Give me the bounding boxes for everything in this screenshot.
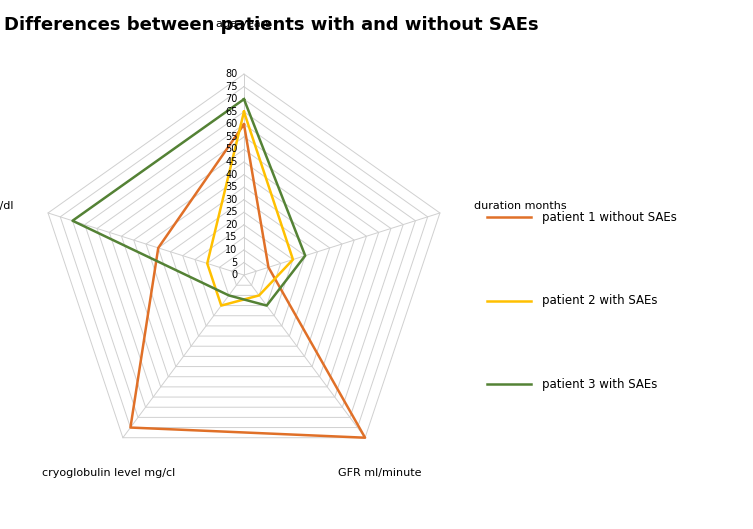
Text: GFR ml/minute: GFR ml/minute [338,468,422,478]
Text: 55: 55 [225,132,237,142]
Text: 60: 60 [225,120,237,129]
Text: IgG mg/dl: IgG mg/dl [0,200,14,211]
Text: Differences between patients with and without SAEs: Differences between patients with and wi… [4,16,538,34]
Text: 40: 40 [225,170,237,179]
Text: 50: 50 [225,144,237,154]
Text: 80: 80 [225,69,237,79]
Text: duration months: duration months [474,200,567,211]
Text: 75: 75 [225,81,237,92]
Text: 20: 20 [225,220,237,230]
Text: age years: age years [216,19,272,29]
Text: patient 3 with SAEs: patient 3 with SAEs [541,378,657,390]
Text: 0: 0 [231,270,237,280]
Text: patient 2 with SAEs: patient 2 with SAEs [541,294,657,307]
Text: 15: 15 [225,232,237,242]
Text: 45: 45 [225,157,237,167]
Text: 25: 25 [225,207,237,217]
Text: 30: 30 [225,195,237,205]
Text: 35: 35 [225,182,237,192]
Text: cryoglobulin level mg/cl: cryoglobulin level mg/cl [41,468,175,478]
Text: 10: 10 [225,245,237,255]
Text: 70: 70 [225,94,237,104]
Text: patient 1 without SAEs: patient 1 without SAEs [541,211,676,224]
Text: 65: 65 [225,107,237,117]
Text: 5: 5 [231,258,237,268]
